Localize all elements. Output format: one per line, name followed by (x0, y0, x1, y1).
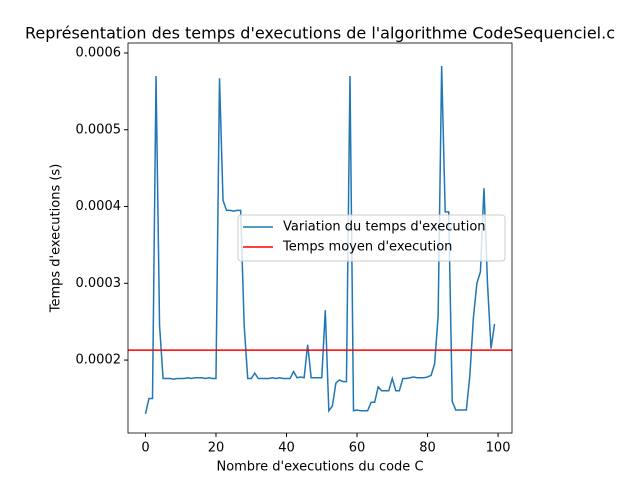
y-tick-label: 0.0004 (76, 199, 122, 214)
x-tick-label: 60 (349, 441, 366, 456)
legend-label: Temps moyen d'execution (282, 240, 452, 255)
legend-label: Variation du temps d'execution (283, 220, 486, 235)
x-tick-label: 40 (278, 441, 295, 456)
y-axis-label: Temps d'executions (s) (49, 164, 64, 314)
legend-box (237, 214, 506, 262)
chart-title: Représentation des temps d'executions de… (25, 24, 615, 43)
x-tick-label: 0 (141, 441, 149, 456)
y-tick-label: 0.0005 (76, 122, 122, 137)
x-tick-label: 80 (419, 441, 436, 456)
data-line (144, 66, 496, 414)
x-tick-label: 100 (486, 441, 511, 456)
x-axis-label: Nombre d'executions du code C (216, 460, 423, 475)
y-tick-label: 0.0006 (76, 45, 122, 60)
y-tick-label: 0.0003 (76, 276, 122, 291)
y-tick-label: 0.0002 (76, 353, 122, 368)
x-tick-label: 20 (208, 441, 225, 456)
plot-frame (127, 42, 513, 434)
